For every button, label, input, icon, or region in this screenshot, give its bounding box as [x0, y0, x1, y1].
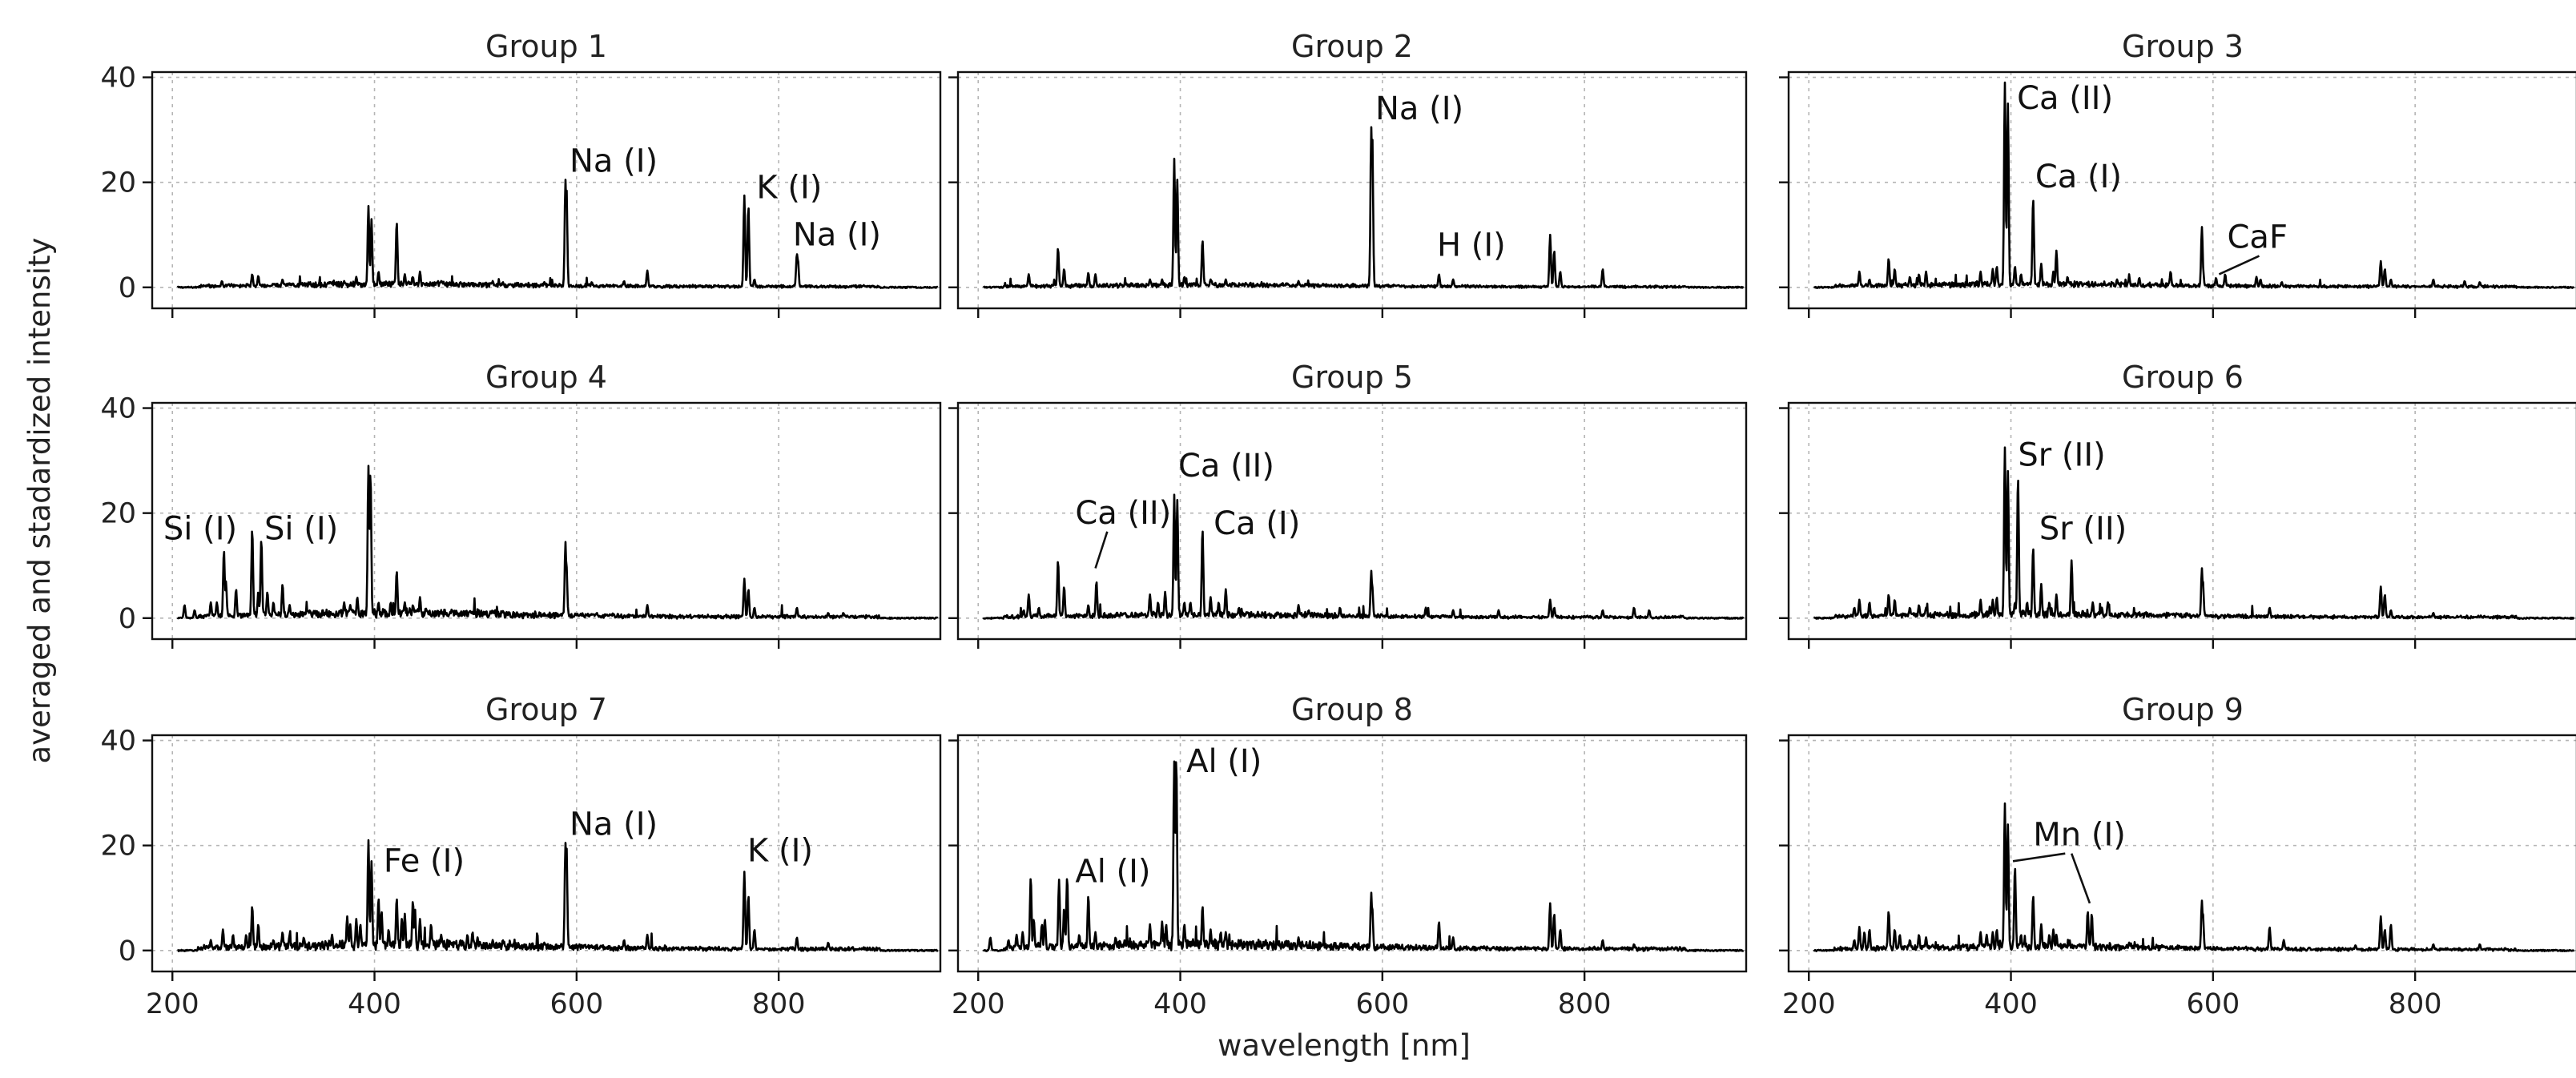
x-tick-label: 200 [146, 988, 199, 1020]
peak-annotation: Ca (II) [1075, 495, 1171, 532]
peak-annotation: K (I) [756, 169, 822, 206]
annotation-pointer [1094, 531, 1109, 569]
peak-annotation: Ca (I) [1214, 505, 1300, 542]
y-tick-label: 0 [119, 603, 136, 635]
x-tick-label: 400 [348, 988, 401, 1020]
x-tick-label: 600 [1355, 988, 1409, 1020]
spectrum-line-group-4 [176, 465, 939, 620]
axes-frame [1787, 734, 2576, 973]
peak-annotation: Fe (I) [384, 843, 465, 879]
y-tick-label: 0 [119, 935, 136, 967]
axes-frame [151, 401, 942, 641]
panel-group-2: Group 2 Na (I) H (I) [948, 29, 1748, 318]
panel-title: Group 8 [1291, 692, 1413, 727]
axes-frame [956, 734, 1748, 973]
panel-group-4: 0 20 40 Group 4 Si (I) Si (I) [100, 360, 942, 649]
panel-title: Group 7 [485, 692, 607, 727]
axes-frame [956, 401, 1748, 641]
axes-frame [1787, 70, 2576, 310]
y-tick-label: 40 [100, 393, 136, 425]
panel-title: Group 2 [1291, 29, 1413, 64]
peak-annotation: Mn (I) [2033, 817, 2126, 854]
x-tick-label: 800 [1558, 988, 1612, 1020]
panel-group-7: 200 400 600 800 0 20 40 Group 7 Fe (I) Na (I) K (I… [100, 692, 942, 1020]
axes-frame [151, 734, 942, 973]
x-tick-label: 400 [1153, 988, 1207, 1020]
panel-title: Group 5 [1291, 360, 1413, 395]
spectrum-line-group-2 [983, 126, 1745, 290]
x-tick-label: 600 [2186, 988, 2240, 1020]
panel-title: Group 6 [2122, 360, 2244, 395]
y-tick-label: 0 [119, 272, 136, 304]
peak-annotation: Ca (II) [1178, 448, 1274, 485]
y-tick-label: 20 [100, 831, 136, 863]
x-tick-label: 200 [1782, 988, 1836, 1020]
spectrum-line-group-8 [982, 760, 1745, 952]
panel-title: Group 3 [2122, 29, 2244, 64]
y-tick-label: 40 [100, 726, 136, 758]
axes-frame [151, 70, 942, 310]
annotation-pointer [2071, 853, 2091, 904]
spectrum-line-group-9 [1813, 802, 2575, 952]
y-tick-label: 20 [100, 167, 136, 199]
y-tick-label: 40 [100, 62, 136, 95]
panel-title: Group 4 [485, 360, 607, 395]
peak-annotation: Si (I) [264, 510, 338, 547]
panel-group-3: Group 3 Ca (II) Ca (I) CaF [1779, 29, 2576, 318]
peak-annotation: Na (I) [793, 216, 881, 253]
peak-annotation: Ca (II) [2017, 80, 2113, 117]
panel-group-6: Group 6 Sr (II) Sr (II) [1779, 360, 2576, 649]
spectrum-line-group-1 [176, 179, 939, 289]
panel-title: Group 1 [485, 29, 607, 64]
peak-annotation: Sr (II) [2039, 510, 2127, 547]
x-tick-label: 800 [752, 988, 806, 1020]
peak-annotation: H (I) [1437, 227, 1506, 263]
x-tick-label: 800 [2389, 988, 2442, 1020]
peak-annotation: K (I) [747, 832, 813, 869]
x-axis-label: wavelength [nm] [1218, 1028, 1471, 1063]
x-tick-label: 200 [952, 988, 1005, 1020]
panel-group-8: 200 400 600 800 Group 8 Al (I) Al (I) [948, 692, 1748, 1020]
peak-annotation: Al (I) [1186, 743, 1262, 780]
y-axis-label: averaged and stadardized intensity [22, 238, 57, 764]
peak-annotation: Si (I) [163, 510, 237, 547]
x-tick-label: 400 [1984, 988, 2038, 1020]
peak-annotation: Ca (I) [2035, 159, 2122, 195]
axes-frame [1787, 401, 2576, 641]
spectrum-line-group-6 [1813, 446, 2575, 620]
peak-annotation: Na (I) [570, 143, 658, 180]
axes-frame [956, 70, 1748, 310]
annotation-pointer [2012, 852, 2066, 863]
peak-annotation: Na (I) [1375, 91, 1463, 127]
spectrum-line-group-3 [1813, 81, 2575, 289]
peak-annotation: CaF [2228, 219, 2288, 256]
peak-annotation: Na (I) [570, 806, 658, 843]
annotation-pointer [2218, 255, 2260, 276]
panel-group-5: Group 5 Ca (II)Ca (II) Ca (I) [948, 360, 1748, 649]
peak-annotation: Sr (II) [2018, 437, 2105, 474]
spectrum-line-group-7 [177, 839, 939, 952]
panel-group-9: 200 400 600 800 Group 9 Mn (I) [1779, 692, 2576, 1020]
spectrum-line-group-5 [982, 493, 1745, 620]
y-tick-label: 20 [100, 498, 136, 530]
panel-title: Group 9 [2122, 692, 2244, 727]
x-tick-label: 600 [549, 988, 603, 1020]
panel-group-1: 0 20 40 Group 1 Na (I) K (I) Na (I) [100, 29, 942, 318]
peak-annotation: Al (I) [1075, 854, 1150, 891]
